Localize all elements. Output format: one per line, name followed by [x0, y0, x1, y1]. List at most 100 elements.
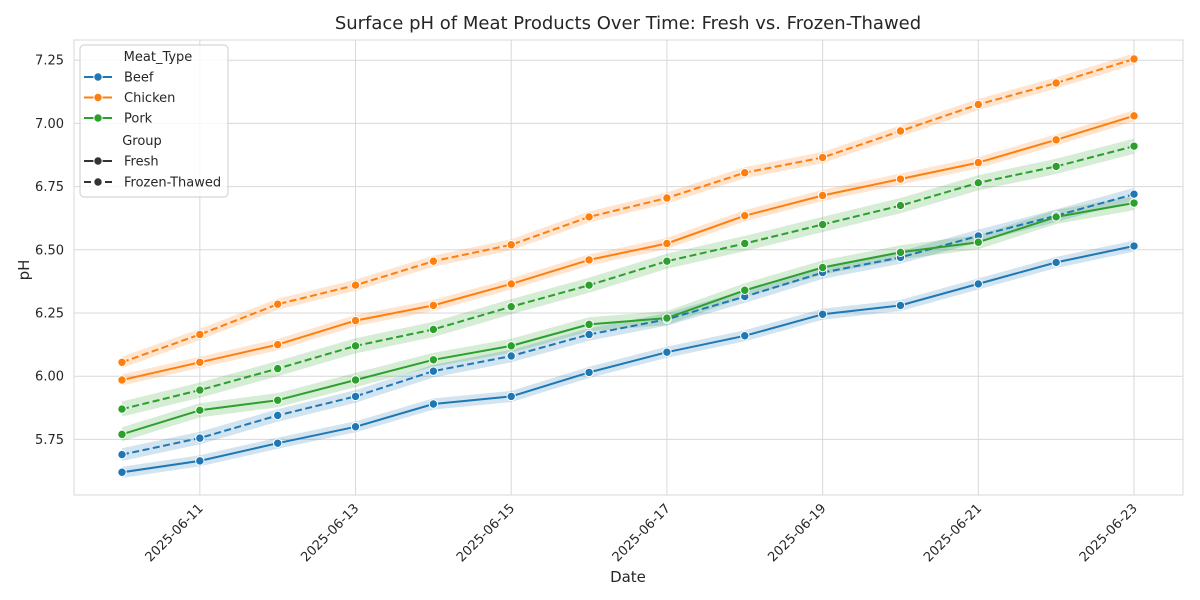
x-tick-label: 2025-06-19: [765, 501, 829, 565]
point-chicken-fresh: [973, 157, 984, 168]
y-tick-label: 5.75: [35, 433, 64, 448]
point-pork-frozen-thawed: [895, 200, 906, 211]
line-chicken-frozen-thawed: [121, 58, 1135, 364]
point-pork-frozen-thawed: [1051, 161, 1061, 172]
x-tick-label: 2025-06-13: [298, 501, 362, 565]
point-chicken-fresh: [272, 339, 283, 350]
point-beef-fresh: [817, 309, 828, 319]
legend-entry-label: Chicken: [124, 91, 175, 106]
legend-hue-title: Meat_Type: [124, 50, 193, 65]
y-tick-label: 6.25: [35, 307, 64, 322]
point-pork-frozen-thawed: [817, 219, 828, 230]
point-chicken-frozen-thawed: [428, 256, 439, 266]
point-pork-frozen-thawed: [662, 256, 672, 266]
point-beef-frozen-thawed: [272, 410, 283, 421]
point-chicken-frozen-thawed: [584, 212, 594, 222]
point-beef-frozen-thawed: [506, 351, 516, 361]
point-beef-frozen-thawed: [584, 329, 594, 340]
x-axis-ticks: 2025-06-11 2025-06-13 2025-06-15 2025-06-17…: [143, 501, 1141, 565]
legend: Meat_Type Beef Chicken Pork Group Fresh Frozen…: [79, 44, 229, 198]
band-pork-frozen-thawed: [122, 138, 1134, 417]
series-lines: [121, 58, 1135, 474]
point-beef-fresh: [350, 422, 361, 432]
x-tick-label: 2025-06-23: [1077, 501, 1141, 565]
point-chicken-frozen-thawed: [740, 168, 750, 178]
point-chicken-fresh: [895, 174, 906, 184]
point-pork-frozen-thawed: [584, 280, 594, 290]
legend-entry-label: Pork: [124, 112, 153, 127]
legend-entry-label: Beef: [124, 71, 154, 86]
point-pork-frozen-thawed: [195, 385, 205, 395]
point-chicken-frozen-thawed: [1051, 78, 1061, 88]
point-beef-fresh: [117, 467, 127, 477]
point-pork-fresh: [506, 341, 516, 351]
point-beef-frozen-thawed: [117, 449, 127, 460]
point-beef-fresh: [506, 391, 516, 402]
line-beef-frozen-thawed: [121, 193, 1135, 456]
band-pork-fresh: [122, 196, 1134, 442]
point-beef-fresh: [195, 456, 205, 466]
x-tick-label: 2025-06-15: [454, 501, 518, 565]
legend-entry-label: Frozen-Thawed: [124, 176, 221, 191]
y-axis-ticks: 5.75 6.00 6.25 6.50 6.75 7.00 7.25: [35, 54, 64, 448]
plot-frame: [73, 39, 1184, 496]
legend-marker: [93, 92, 103, 103]
point-chicken-frozen-thawed: [272, 299, 283, 309]
point-beef-fresh: [1051, 257, 1061, 268]
point-chicken-fresh: [117, 375, 127, 385]
point-chicken-fresh: [662, 238, 672, 249]
y-tick-label: 6.50: [35, 243, 64, 258]
point-chicken-frozen-thawed: [895, 126, 906, 136]
legend-marker: [93, 72, 103, 82]
point-beef-frozen-thawed: [1129, 189, 1139, 199]
point-pork-fresh: [350, 375, 361, 385]
legend-marker: [93, 177, 103, 187]
point-pork-fresh: [1129, 198, 1139, 208]
point-chicken-fresh: [1051, 135, 1061, 145]
x-axis-label: Date: [610, 568, 646, 586]
grid: [74, 40, 1183, 495]
point-pork-fresh: [195, 405, 205, 416]
band-beef-fresh: [122, 240, 1134, 478]
point-chicken-fresh: [506, 279, 516, 289]
point-pork-fresh: [584, 319, 594, 330]
point-chicken-frozen-thawed: [195, 329, 205, 340]
point-pork-fresh: [973, 237, 984, 247]
point-pork-frozen-thawed: [350, 341, 361, 351]
point-beef-fresh: [662, 347, 672, 357]
legend-style-title: Group: [122, 134, 162, 149]
chart-title: Surface pH of Meat Products Over Time: F…: [335, 13, 921, 34]
point-pork-fresh: [428, 355, 439, 365]
y-axis-label: pH: [15, 260, 33, 281]
x-tick-label: 2025-06-11: [143, 501, 207, 565]
point-beef-frozen-thawed: [350, 391, 361, 402]
point-pork-frozen-thawed: [506, 301, 516, 312]
point-chicken-fresh: [584, 255, 594, 265]
line-pork-frozen-thawed: [121, 145, 1135, 411]
point-pork-fresh: [117, 429, 127, 440]
point-pork-frozen-thawed: [428, 324, 439, 335]
point-pork-frozen-thawed: [272, 363, 283, 374]
legend-marker: [93, 156, 103, 166]
legend-box: [79, 44, 229, 198]
point-chicken-fresh: [740, 210, 750, 221]
point-chicken-frozen-thawed: [506, 240, 516, 250]
line-pork-fresh: [121, 202, 1135, 436]
point-pork-frozen-thawed: [973, 178, 984, 188]
point-beef-frozen-thawed: [428, 366, 439, 376]
point-pork-fresh: [740, 285, 750, 295]
point-beef-fresh: [272, 438, 283, 448]
point-pork-frozen-thawed: [117, 404, 127, 414]
point-pork-fresh: [1051, 212, 1061, 222]
band-chicken-frozen-thawed: [122, 53, 1134, 368]
y-tick-label: 6.00: [35, 370, 64, 385]
point-beef-fresh: [740, 331, 750, 341]
legend-marker: [93, 113, 103, 123]
line-beef-fresh: [121, 245, 1135, 474]
point-pork-fresh: [662, 313, 672, 323]
point-pork-fresh: [895, 247, 906, 258]
point-chicken-frozen-thawed: [117, 357, 127, 367]
point-chicken-fresh: [350, 315, 361, 326]
point-chicken-fresh: [195, 357, 205, 367]
